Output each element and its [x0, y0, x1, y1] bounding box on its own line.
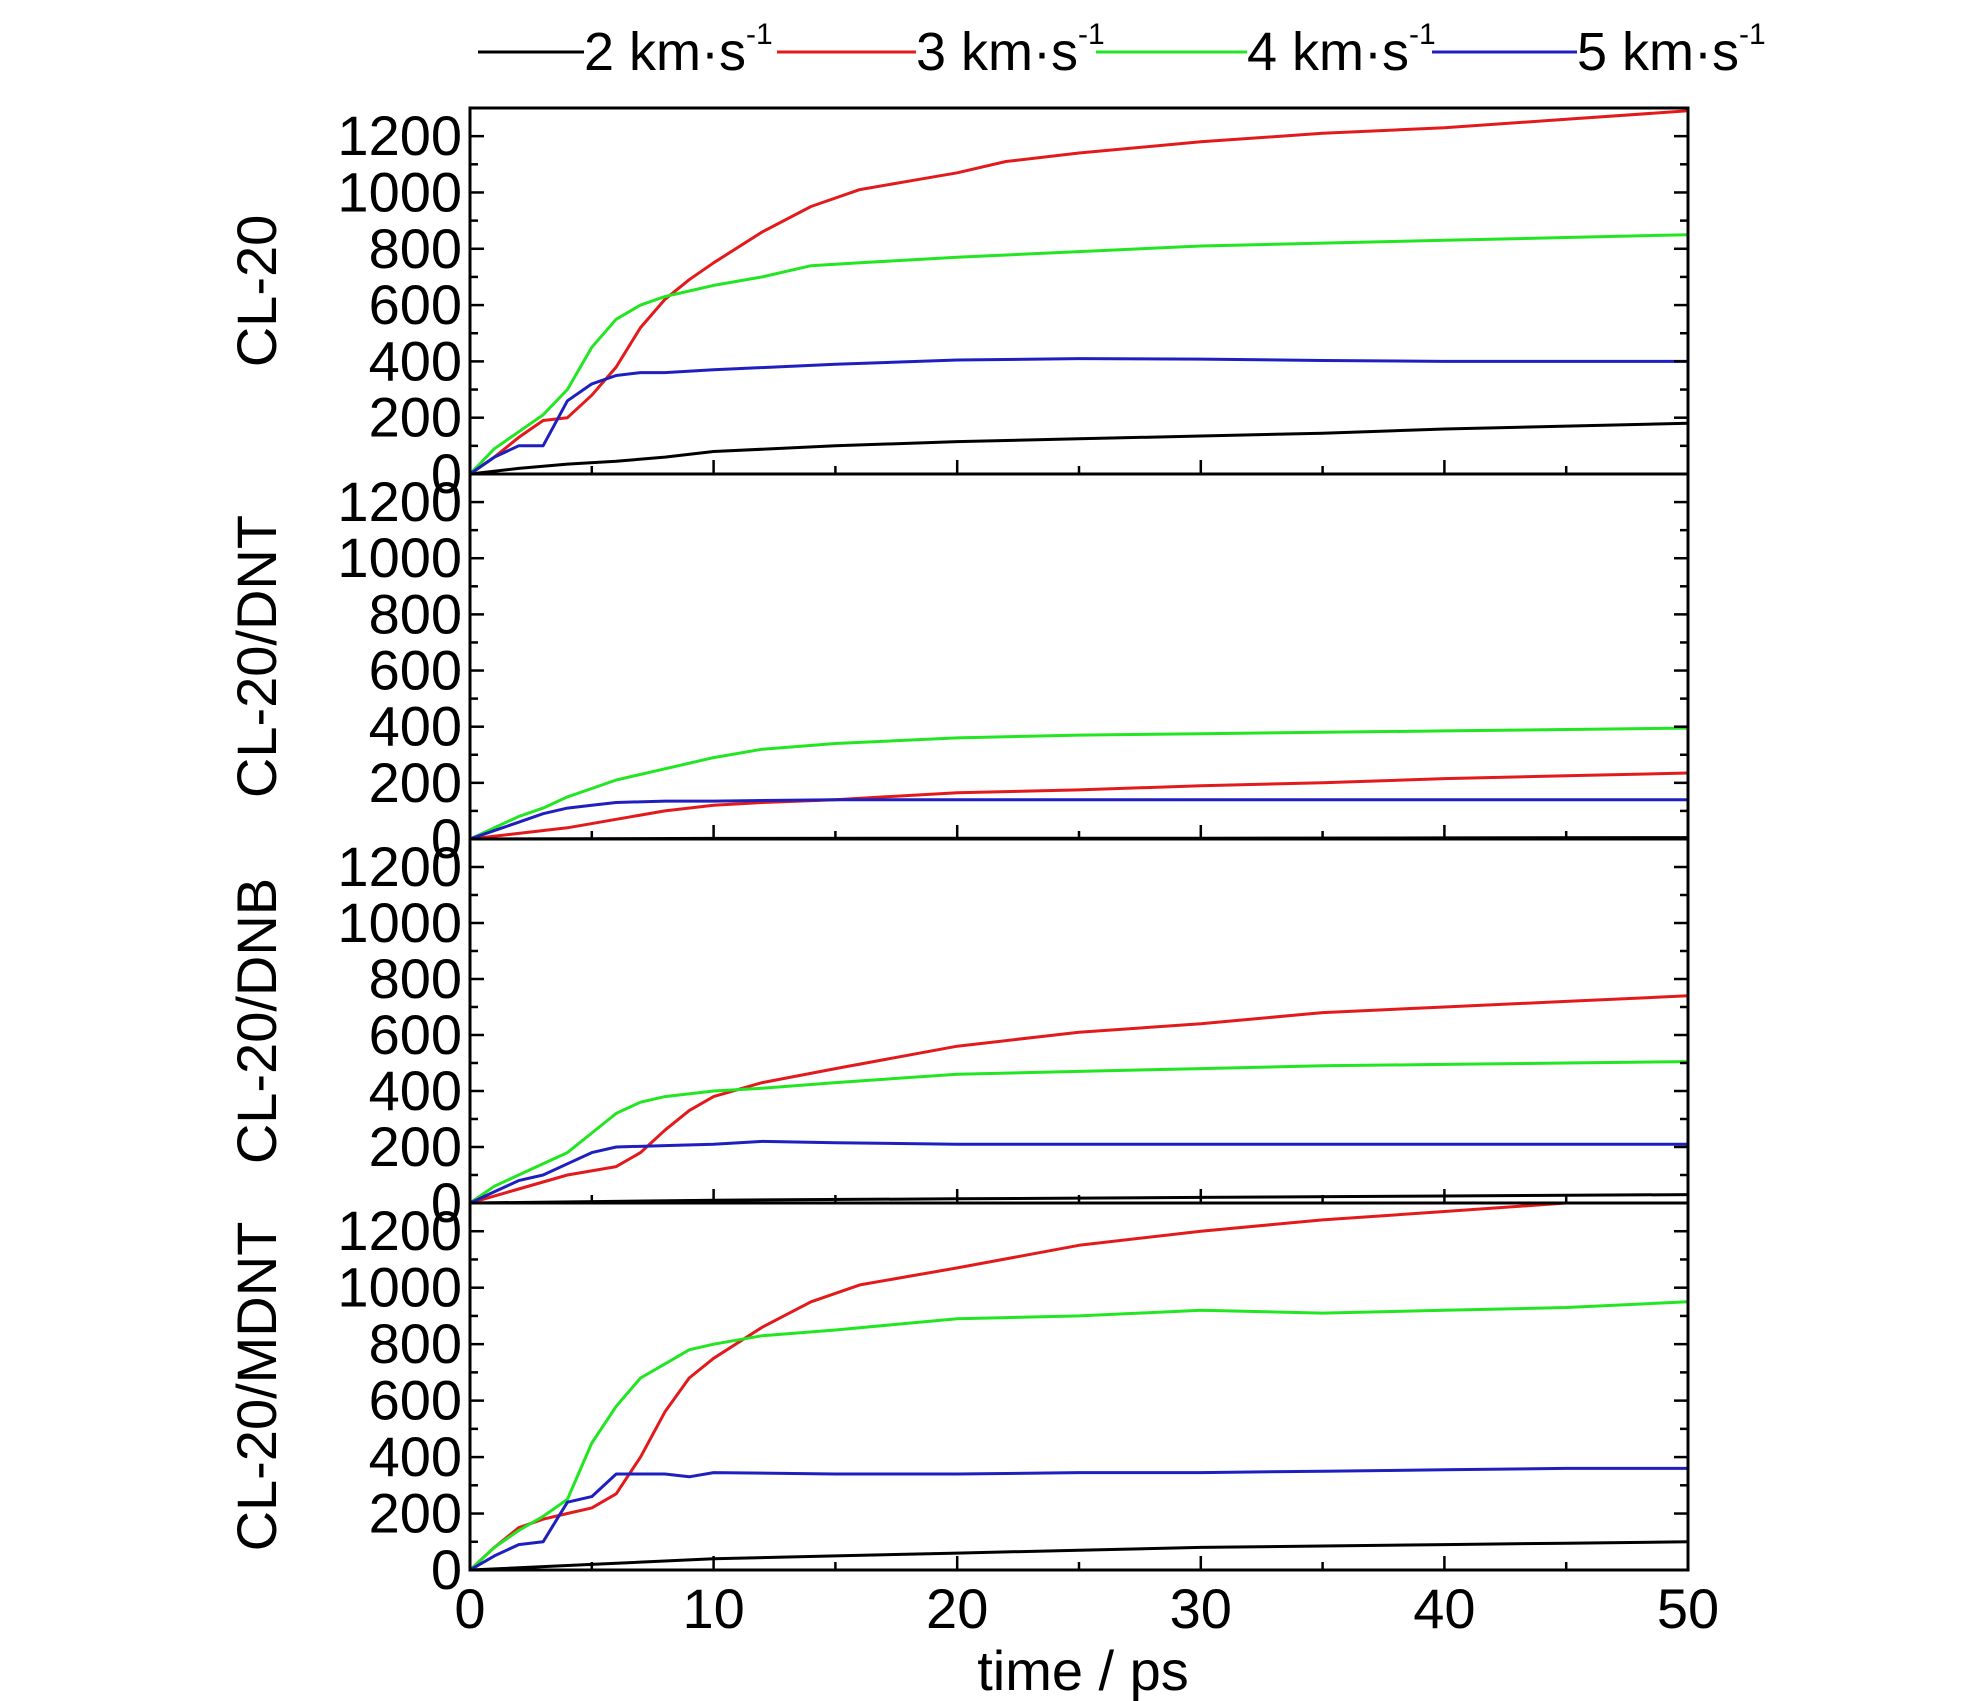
x-tick-label: 0 [454, 1577, 485, 1640]
series-line [470, 1300, 1688, 1570]
legend-label: 5 km·s-1 [1577, 18, 1766, 82]
y-tick-label: 800 [369, 582, 462, 645]
panel-y-label: CL-20/DNT [225, 515, 288, 798]
y-tick-label: 800 [369, 217, 462, 280]
panel-frame [468, 1201, 1690, 1572]
series-group [470, 994, 1688, 1203]
legend-label-sup: -1 [746, 18, 773, 51]
legend-label-sup: -1 [1739, 18, 1766, 51]
panel-y-label: CL-20/MDNT [225, 1222, 288, 1552]
y-tick-label: 1000 [337, 526, 462, 589]
series-group [470, 1203, 1688, 1570]
legend-label: 2 km·s-1 [584, 18, 773, 82]
panel-y-label: CL-20/DNB [225, 878, 288, 1164]
y-tick-label: 200 [369, 751, 462, 814]
series-line [470, 1203, 1688, 1570]
y-tick-label: 0 [431, 807, 462, 870]
series-line [470, 233, 1688, 474]
series-line [470, 726, 1688, 839]
x-tick-label: 20 [926, 1577, 988, 1640]
series-line [470, 1060, 1688, 1203]
panel-frame [468, 472, 1690, 841]
legend-item: 3 km·s-1 [777, 18, 1105, 82]
legend-item: 5 km·s-1 [1432, 18, 1766, 82]
series-line [470, 798, 1688, 839]
y-tick-label: 1000 [337, 1256, 462, 1319]
series-group [470, 109, 1688, 474]
y-tick-label: 1200 [337, 835, 462, 898]
y-tick-label: 1200 [337, 470, 462, 533]
legend-label-text: 4 km·s [1247, 22, 1409, 82]
x-tick-label: 50 [1657, 1577, 1719, 1640]
x-axis-label: time / ps [977, 1639, 1189, 1701]
y-tick-label: 1200 [337, 1199, 462, 1262]
series-line [470, 771, 1688, 839]
legend-label: 3 km·s-1 [916, 18, 1105, 82]
legend-label-text: 3 km·s [916, 22, 1078, 82]
y-tick-label: 800 [369, 1312, 462, 1375]
y-tick-label: 1000 [337, 891, 462, 954]
y-tick-label: 200 [369, 1115, 462, 1178]
y-tick-label: 400 [369, 695, 462, 758]
legend-label-sup: -1 [1078, 18, 1105, 51]
series-line [470, 1139, 1688, 1203]
y-tick-label: 0 [431, 1171, 462, 1234]
y-tick-label: 200 [369, 1482, 462, 1545]
series-line [470, 357, 1688, 474]
chart-panels: 020040060080010001200CL-2002004006008001… [225, 104, 1690, 1601]
series-line [470, 109, 1688, 474]
panel-frame [468, 106, 1690, 476]
y-tick-label: 1200 [337, 104, 462, 167]
series-group [470, 726, 1688, 839]
x-tick-label: 10 [682, 1577, 744, 1640]
y-tick-label: 1000 [337, 160, 462, 223]
series-line [470, 1466, 1688, 1570]
series-line [470, 421, 1688, 474]
y-tick-label: 600 [369, 639, 462, 702]
legend-item: 4 km·s-1 [1096, 18, 1436, 82]
legend-item: 2 km·s-1 [478, 18, 773, 82]
x-tick-label: 40 [1413, 1577, 1475, 1640]
y-tick-label: 400 [369, 329, 462, 392]
y-tick-label: 600 [369, 273, 462, 336]
y-tick-label: 0 [431, 442, 462, 505]
y-tick-label: 600 [369, 1369, 462, 1432]
y-tick-label: 200 [369, 386, 462, 449]
x-tick-label: 30 [1170, 1577, 1232, 1640]
legend-label: 4 km·s-1 [1247, 18, 1436, 82]
y-tick-label: 600 [369, 1003, 462, 1066]
y-tick-label: 0 [431, 1538, 462, 1601]
series-line [470, 994, 1688, 1203]
x-axis: time / ps 0 10 20 30 40 50 [454, 1577, 1719, 1701]
y-tick-label: 400 [369, 1425, 462, 1488]
legend-label-text: 2 km·s [584, 22, 746, 82]
panel-frame [468, 837, 1690, 1205]
legend-label-text: 5 km·s [1577, 22, 1739, 82]
y-tick-label: 800 [369, 947, 462, 1010]
y-tick-label: 400 [369, 1059, 462, 1122]
legend: 2 km·s-1 3 km·s-1 4 km·s-1 5 km·s-1 [478, 18, 1766, 82]
series-line [470, 1540, 1688, 1570]
panel-y-label: CL-20 [225, 215, 288, 368]
legend-label-sup: -1 [1409, 18, 1436, 51]
